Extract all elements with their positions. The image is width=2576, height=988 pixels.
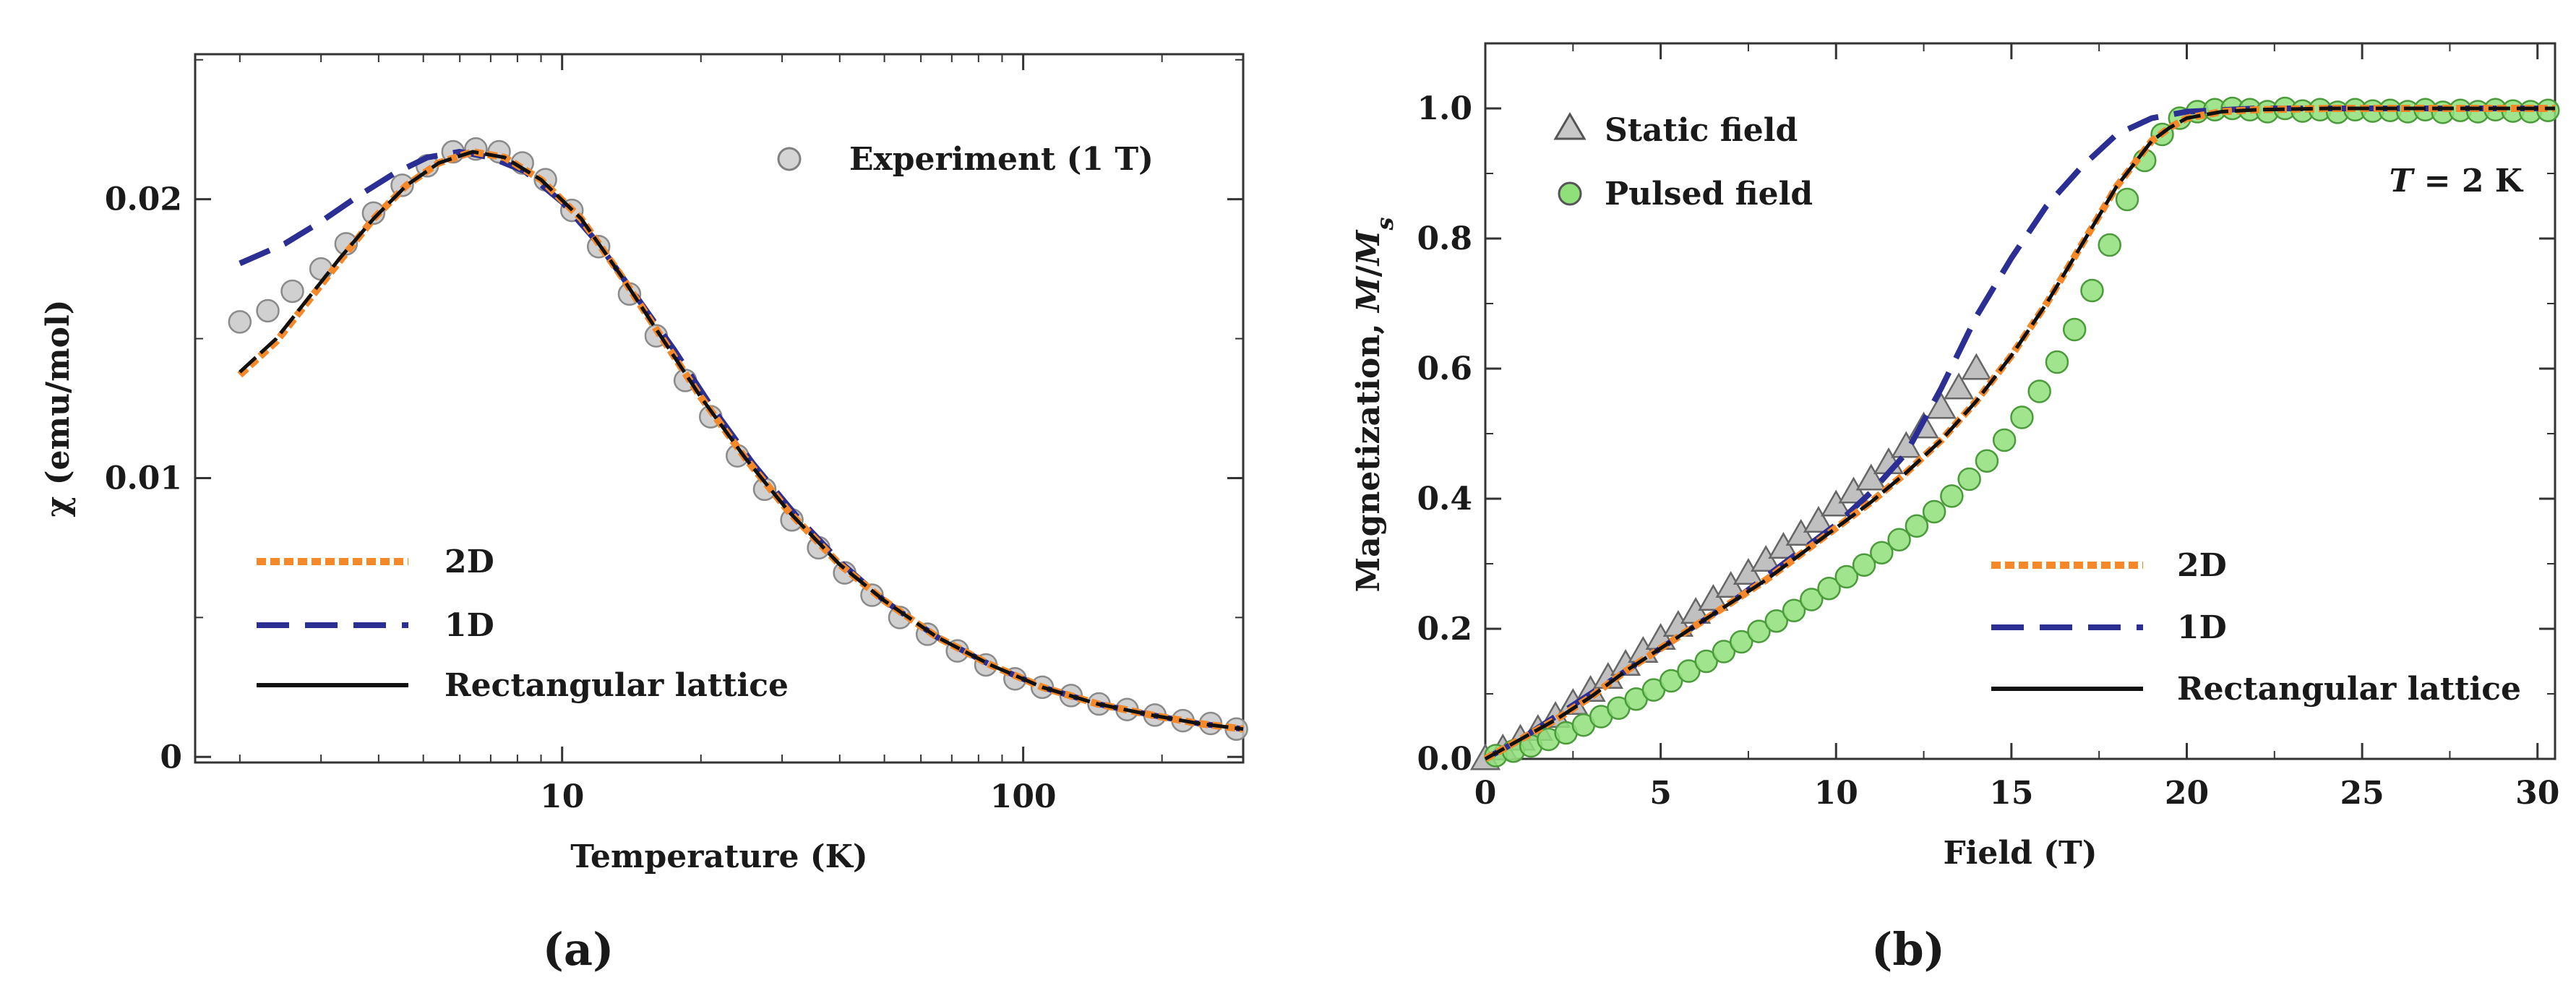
legend-label-experiment: Experiment (1 T) bbox=[849, 141, 1154, 178]
point-pulsed-field-33 bbox=[2062, 317, 2087, 342]
point-static-field-13 bbox=[1698, 583, 1729, 611]
point-pulsed-field-21 bbox=[1852, 553, 1876, 577]
y-tick-label-a-2: 0.02 bbox=[105, 181, 182, 218]
panel-a-ticks: 10 100 0 0.01 0.02 bbox=[105, 54, 1244, 815]
point-static-field-27 bbox=[1943, 372, 1975, 400]
point-static-field-20 bbox=[1821, 489, 1852, 517]
y-tick-label-b-2: 0.4 bbox=[1417, 481, 1472, 517]
point-pulsed-field-19 bbox=[1817, 576, 1841, 601]
series-line-rectangular-lattice bbox=[1484, 106, 2555, 761]
panel-a-plot-frame bbox=[194, 53, 1245, 764]
point-pulsed-field-34 bbox=[2080, 278, 2104, 303]
point-pulsed-field-31 bbox=[2027, 379, 2051, 403]
point-pulsed-field-14 bbox=[1729, 630, 1753, 654]
point-static-field-22 bbox=[1855, 463, 1886, 491]
point-static-field-26 bbox=[1925, 392, 1957, 419]
point-static-field-19 bbox=[1803, 505, 1834, 533]
point-pulsed-field-16 bbox=[1764, 609, 1789, 633]
point-pulsed-field-17 bbox=[1782, 598, 1806, 623]
point-pulsed-field-18 bbox=[1800, 588, 1824, 611]
point-pulsed-field-10 bbox=[1659, 669, 1683, 693]
point-static-field-17 bbox=[1768, 531, 1799, 559]
legend-label-2d: 2D bbox=[445, 544, 494, 580]
point-pulsed-field-25 bbox=[1922, 499, 1946, 524]
point-experiment-1-t-1 bbox=[256, 298, 280, 323]
point-experiment-1-t-0 bbox=[228, 310, 252, 334]
x-tick-label-b-3: 15 bbox=[1989, 775, 2033, 812]
series-line-rectangular-lattice bbox=[239, 150, 1244, 731]
x-tick-label-b-6: 30 bbox=[2515, 775, 2559, 812]
point-pulsed-field-32 bbox=[2045, 350, 2069, 374]
panel-b-legend: Static field Pulsed field 2D 1D Rectangu… bbox=[1553, 112, 2521, 708]
point-pulsed-field-26 bbox=[1940, 484, 1964, 508]
point-pulsed-field-15 bbox=[1747, 619, 1771, 643]
point-static-field-14 bbox=[1715, 570, 1746, 598]
point-pulsed-field-36 bbox=[2115, 187, 2139, 212]
x-tick-label-a-1: 100 bbox=[990, 778, 1057, 815]
panel-b-chart: 0 5 10 15 20 25 30 0.0 0.2 0.4 0.6 0.8 1.0 Field (T)… bbox=[1350, 42, 2560, 976]
point-pulsed-field-27 bbox=[1957, 467, 1981, 491]
point-static-field-16 bbox=[1751, 544, 1782, 572]
panel-b-ylabel: Magnetization, M/Ms bbox=[1350, 217, 1399, 592]
legend-label-rect: Rectangular lattice bbox=[445, 667, 789, 704]
point-static-field-18 bbox=[1785, 518, 1816, 546]
legend-marker-pulsed bbox=[1558, 181, 1582, 206]
series-line-1d bbox=[1484, 106, 2555, 762]
x-tick-label-b-2: 10 bbox=[1814, 775, 1858, 812]
panel-a-legend: Experiment (1 T) 2D 1D Rectangular latti… bbox=[257, 141, 1154, 704]
legend-label-2d-b: 2D bbox=[2177, 547, 2227, 584]
panel-b-plot-frame bbox=[1484, 42, 2556, 760]
panel-a-series bbox=[228, 137, 1248, 741]
y-tick-label-a-1: 0.01 bbox=[105, 460, 182, 497]
point-pulsed-field-30 bbox=[2010, 405, 2034, 429]
point-pulsed-field-22 bbox=[1870, 541, 1894, 564]
point-experiment-1-t-5 bbox=[361, 201, 386, 225]
panel-a-ylabel: χ (emu/mol) bbox=[40, 299, 77, 517]
point-pulsed-field-13 bbox=[1712, 640, 1736, 663]
legend-marker-static bbox=[1553, 112, 1587, 140]
y-tick-label-b-4: 0.8 bbox=[1417, 220, 1472, 257]
y-tick-label-b-5: 1.0 bbox=[1417, 90, 1472, 127]
point-pulsed-field-24 bbox=[1905, 514, 1929, 538]
point-pulsed-field-35 bbox=[2098, 233, 2121, 257]
y-tick-label-b-1: 0.2 bbox=[1417, 611, 1472, 648]
legend-label-static: Static field bbox=[1605, 112, 1798, 149]
point-pulsed-field-28 bbox=[1975, 449, 1999, 473]
point-pulsed-field-12 bbox=[1694, 649, 1718, 674]
panel-a-xlabel: Temperature (K) bbox=[570, 838, 867, 875]
x-tick-label-b-1: 5 bbox=[1649, 775, 1672, 812]
panel-b-caption: (b) bbox=[1871, 923, 1945, 976]
point-experiment-1-t-2 bbox=[280, 279, 304, 304]
y-tick-label-b-0: 0.0 bbox=[1417, 741, 1472, 778]
y-tick-label-a-0: 0 bbox=[160, 739, 182, 776]
x-tick-label-b-4: 20 bbox=[2165, 775, 2209, 812]
temperature-annotation: T = 2 K bbox=[2390, 163, 2524, 199]
legend-marker-experiment bbox=[777, 147, 802, 171]
point-pulsed-field-11 bbox=[1677, 659, 1701, 683]
panel-a-chart: 10 100 0 0.01 0.02 Temperature (K) χ (emu/mo… bbox=[40, 53, 1248, 976]
x-tick-label-b-5: 25 bbox=[2340, 775, 2384, 812]
panel-b-xlabel: Field (T) bbox=[1943, 835, 2097, 872]
legend-label-rect-b: Rectangular lattice bbox=[2177, 671, 2521, 708]
x-tick-label-a-0: 10 bbox=[540, 778, 584, 815]
series-line-2d bbox=[237, 148, 1244, 733]
point-static-field-15 bbox=[1733, 557, 1764, 585]
legend-label-pulsed: Pulsed field bbox=[1605, 176, 1813, 212]
legend-label-1d: 1D bbox=[445, 607, 494, 644]
y-tick-label-b-3: 0.6 bbox=[1417, 351, 1472, 387]
panel-b-series bbox=[1469, 96, 2560, 770]
point-pulsed-field-23 bbox=[1887, 528, 1911, 551]
panel-a-caption: (a) bbox=[543, 923, 614, 976]
series-line-1d bbox=[239, 149, 1244, 732]
legend-label-1d-b: 1D bbox=[2177, 609, 2227, 646]
point-pulsed-field-20 bbox=[1834, 564, 1859, 589]
point-pulsed-field-29 bbox=[1992, 428, 2017, 452]
point-static-field-21 bbox=[1838, 476, 1869, 504]
point-static-field-28 bbox=[1961, 353, 1992, 380]
x-tick-label-b-0: 0 bbox=[1474, 775, 1497, 812]
panel-b-ticks: 0 5 10 15 20 25 30 0.0 0.2 0.4 0.6 0.8 1.0 bbox=[1417, 43, 2559, 812]
